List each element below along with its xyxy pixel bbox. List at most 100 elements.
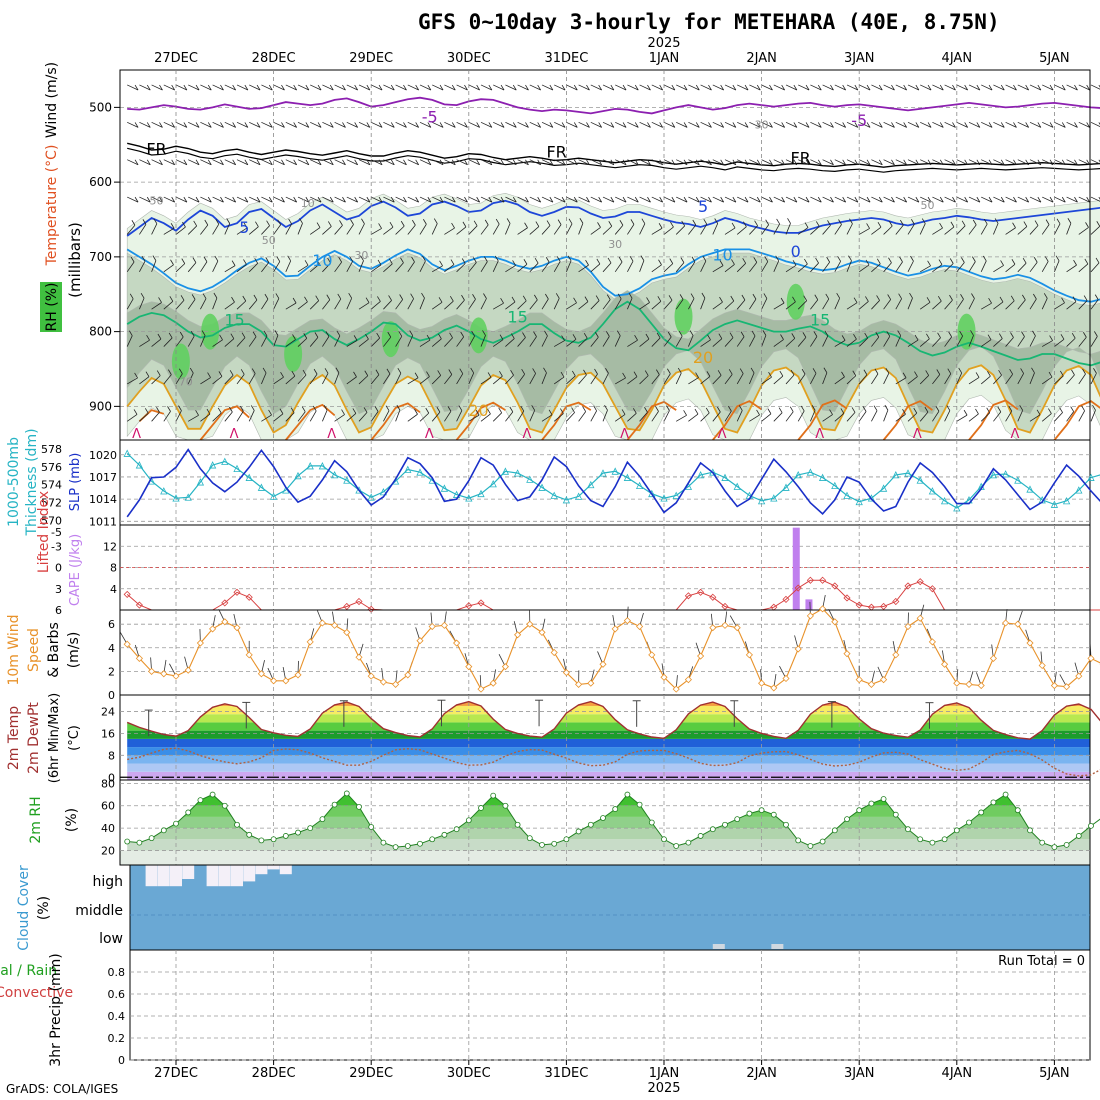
ua-barb — [968, 335, 974, 347]
ua-barb-flag — [606, 331, 610, 337]
ua-barb-flag — [561, 84, 566, 91]
ua-barb — [1066, 374, 1075, 385]
ua-barb-flag — [717, 370, 722, 376]
temp-ylabel-3: (6hr Min/Max) — [47, 693, 62, 783]
ua-barb — [785, 223, 791, 235]
ua-barb — [675, 299, 684, 310]
ua-barb-flag — [335, 367, 340, 373]
ua-barb — [1078, 84, 1090, 91]
ua-barb — [139, 339, 150, 347]
ua-barb-flag — [195, 159, 200, 165]
ua-barb-flag — [134, 84, 139, 91]
ua-barb — [981, 159, 993, 166]
ua-barb — [139, 412, 149, 422]
ua-barb-flag — [668, 295, 673, 301]
ua-barb-flag — [534, 294, 538, 301]
wind-point — [233, 624, 241, 632]
contour-label-6: 5 — [698, 197, 708, 216]
ua-barb — [175, 121, 188, 128]
ua-barb-flag — [255, 221, 259, 227]
ua-barb-flag — [1083, 332, 1087, 338]
ua-barb — [248, 299, 258, 310]
ua-barb — [822, 261, 830, 273]
wind-point — [648, 651, 656, 659]
ua-barb-flag — [915, 159, 920, 165]
ua-barb — [322, 299, 331, 310]
ua-barb — [614, 335, 621, 347]
ua-barb-flag — [634, 84, 639, 91]
rh-point — [173, 820, 179, 827]
wind-point — [404, 671, 412, 679]
ua-barb-flag — [169, 296, 174, 302]
ua-barb — [212, 260, 219, 272]
ua-barb — [456, 121, 468, 128]
ua-barb-flag — [533, 331, 537, 337]
ua-barb-flag — [903, 122, 908, 128]
ua-barb-flag — [561, 159, 566, 165]
ua-barb-flag — [315, 295, 320, 301]
ua-barb-flag — [731, 259, 735, 265]
ua-barb — [956, 372, 963, 385]
ua-barb-flag — [411, 256, 415, 263]
thickness-point — [306, 462, 314, 470]
ua-barb — [627, 159, 639, 166]
ua-barb-flag — [1010, 332, 1014, 338]
ua-barb-flag — [938, 259, 943, 265]
ua-barb-flag — [732, 159, 737, 165]
ua-barb-flag — [640, 255, 645, 261]
ua-barb-flag — [366, 196, 371, 203]
ua-barb-flag — [610, 84, 615, 91]
ua-barb-flag — [851, 407, 856, 413]
ua-barb-flag — [658, 259, 662, 265]
ua-ylabel-700: 700 — [89, 250, 112, 264]
ua-barb — [395, 372, 402, 385]
ua-barb — [444, 159, 456, 166]
ua-barb-flag — [305, 84, 310, 91]
ua-barb — [822, 159, 834, 166]
ua-barb — [249, 84, 261, 91]
ua-barb — [858, 374, 868, 385]
ua-barb-flag — [779, 370, 784, 377]
ua-barb — [188, 196, 200, 203]
rh-label-4: 30 — [608, 238, 622, 251]
contour-label-5: 5 — [239, 218, 249, 237]
precip-run-total: Run Total = 0 — [998, 954, 1085, 969]
thickness-point — [355, 486, 363, 494]
rh-point — [844, 816, 850, 823]
ua-barb-flag — [183, 196, 188, 203]
ua-barb-flag — [425, 407, 430, 414]
cape-tick-12: 12 — [103, 540, 117, 553]
ua-barb-flag — [886, 331, 891, 337]
ua-barb — [602, 410, 608, 422]
wind-point — [550, 648, 558, 657]
ua-barb — [1005, 227, 1016, 235]
ua-barb — [273, 121, 285, 128]
ua-barb — [553, 298, 560, 310]
ua-barb-flag — [217, 407, 222, 414]
ua-barb — [858, 337, 868, 347]
thick-tick-572: 572 — [41, 497, 62, 510]
ua-barb — [505, 338, 515, 347]
ua-barb — [797, 300, 807, 310]
ua-barb — [297, 374, 307, 385]
rh-point — [356, 803, 362, 810]
ua-barb-flag — [695, 159, 700, 165]
ua-barb — [395, 336, 403, 347]
ua-barb — [370, 301, 381, 310]
ua-barb-flag — [1011, 259, 1016, 265]
rh-point — [551, 840, 558, 847]
wind-point — [623, 617, 631, 625]
ua-barb-flag — [134, 196, 139, 203]
ua-barb — [907, 260, 914, 272]
ua-barb — [517, 263, 528, 273]
wind-point — [1002, 619, 1010, 627]
ua-barb-flag — [762, 330, 767, 336]
ua-barb — [493, 84, 505, 91]
bottom-date-7: 3JAN — [844, 1066, 875, 1081]
thickness-point — [233, 464, 241, 473]
bottom-year-label: 2025 — [647, 1081, 680, 1096]
ua-barb — [798, 196, 810, 203]
ua-barb — [1066, 159, 1078, 166]
lifted-line — [126, 579, 1100, 611]
ua-barb — [383, 196, 395, 203]
